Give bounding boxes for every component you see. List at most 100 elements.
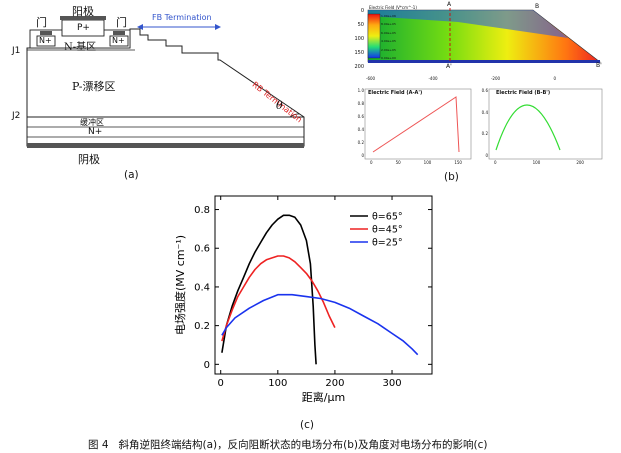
y-tick: 0	[485, 152, 488, 158]
x-tick-label: 100	[268, 378, 287, 389]
legend-value: 4.00e+05	[381, 39, 396, 44]
n-plus-right-region	[109, 35, 129, 47]
theta-arc	[289, 113, 301, 118]
legend-label-3: θ=25°	[372, 238, 403, 249]
y-tick-label: 0.8	[194, 205, 210, 216]
anode-label: 阳极	[72, 5, 94, 18]
fb-arrow-left-head	[137, 24, 143, 30]
fb-arrow-right-head	[215, 24, 221, 30]
sub-right-title: Electric Field (B-B')	[496, 90, 551, 96]
legend-value: 6.00e+05	[381, 30, 396, 35]
y-tick: 0	[361, 153, 364, 158]
plot-frame	[214, 195, 433, 375]
fb-termination-label: FB Termination	[152, 13, 212, 22]
y-tick: 0.6	[357, 114, 364, 119]
y-tick: 0.6	[481, 88, 488, 93]
y-tick: 100	[354, 36, 364, 42]
contour-legend-values: 1.00e+06 8.00e+05 6.00e+05 4.00e+05 2.00…	[381, 14, 405, 60]
panel-a: 门 阳极 门 P+ N+ N+ N-基区 P-漂移区 缓冲区 N+ 阴极 J1 …	[0, 0, 310, 185]
y-tick: 0.2	[481, 131, 488, 137]
panel-c: 0 100 200 300 0 0.2 0.4 0.6 0.8 距离/μm 电场强度(MV cm⁻¹…	[170, 192, 440, 428]
contour-bottom-layer	[368, 60, 600, 63]
legend-value: 0.00e+00	[381, 55, 396, 60]
point-b-prime-label: B'	[596, 62, 602, 69]
x-tick: 50	[395, 160, 401, 165]
gate-left-metal	[40, 31, 52, 35]
buffer-label: 缓冲区	[80, 118, 104, 127]
p-drift-label: P-漂移区	[72, 80, 116, 93]
y-tick: 150	[354, 50, 364, 56]
y-tick: 0.2	[357, 140, 364, 145]
y-tick: 0.4	[357, 127, 364, 132]
contour-low-field	[368, 10, 568, 38]
y-axis-label: 电场强度(MV cm⁻¹)	[173, 235, 187, 335]
sub-left-y-ticks: 1.0 0.8 0.6 0.4 0.2 0	[354, 88, 364, 158]
legend-value: 8.00e+05	[381, 22, 396, 27]
y-tick: 1.0	[357, 88, 364, 93]
n-plus-left-label: N+	[39, 36, 52, 45]
legend-value: 1.00e+06	[381, 14, 396, 18]
gate-left-label: 门	[36, 16, 47, 29]
anode-metal	[60, 16, 106, 20]
x-tick: 100	[532, 160, 541, 165]
y-tick-label: 0.6	[194, 244, 210, 255]
sub-right-x-ticks: 0 100 200	[494, 160, 584, 165]
point-a-label: A	[447, 1, 452, 8]
j2-label: J2	[12, 111, 21, 121]
x-tick: 150	[454, 160, 462, 165]
y-tick-label: 0.4	[194, 282, 210, 293]
y-tick: 200	[354, 64, 364, 70]
contour-y-ticks: 0 50 100 150 200	[350, 8, 364, 70]
x-tick: 0	[370, 160, 373, 165]
legend-value: 2.00e+05	[381, 47, 396, 52]
y-tick-label: 0	[204, 360, 210, 371]
series-line-2	[221, 255, 336, 342]
sub-right-y-ticks: 0.6 0.4 0.2 0	[478, 88, 488, 158]
y-tick: 0.8	[357, 101, 364, 106]
point-a-prime-label: A'	[446, 63, 452, 70]
x-tick: 0	[494, 160, 497, 165]
sub-left-curve	[372, 96, 460, 153]
n-plus-right-label: N+	[112, 36, 125, 45]
contour-x-ticks: -600 -400 -200 0	[366, 76, 556, 81]
sub-left-frame	[364, 88, 472, 160]
y-tick-label: 0.2	[194, 321, 210, 332]
y-tick: 50	[357, 22, 364, 28]
simulation-figure	[364, 8, 603, 160]
point-b-label: B	[535, 3, 540, 10]
x-axis-label: 距离/μm	[302, 390, 345, 404]
sub-right-curve	[495, 104, 561, 151]
panel-c-label: (c)	[300, 419, 314, 431]
n-base-label: N-基区	[64, 42, 97, 53]
x-tick-label: 0	[218, 378, 224, 389]
gate-right-metal	[113, 31, 125, 35]
x-tick: -600	[366, 76, 376, 81]
legend-label-1: θ=65°	[372, 212, 403, 223]
j1-label: J1	[12, 46, 21, 56]
legend-label-2: θ=45°	[372, 225, 403, 236]
n-plus-left-region	[36, 35, 56, 47]
cathode-metal	[27, 143, 304, 148]
x-tick: 200	[576, 160, 584, 165]
theta-label: θ	[276, 99, 283, 112]
x-tick: 100	[423, 160, 432, 165]
n-plus-bottom-label: N+	[88, 127, 103, 137]
panel-b-label: (b)	[444, 171, 459, 183]
panel-a-label: (a)	[124, 169, 139, 181]
figure-caption: 图 4 斜角逆阻终端结构(a)，反向阻断状态的电场分布(b)及角度对电场分布的影…	[88, 439, 488, 451]
x-tick-label: 200	[325, 378, 344, 389]
p-plus-label: P+	[77, 23, 90, 33]
device-cross-section	[26, 16, 305, 148]
contour-title: Electric Field (V*cm^-1)	[369, 5, 417, 10]
y-tick: 0	[360, 8, 364, 14]
sub-right-frame	[488, 88, 603, 160]
y-tick: 0.4	[481, 109, 488, 115]
x-tick-label: 300	[382, 378, 401, 389]
cathode-label: 阴极	[78, 153, 100, 166]
x-tick: 0	[553, 76, 556, 81]
series-line-3	[221, 293, 419, 356]
x-tick: -400	[428, 76, 438, 81]
angle-field-chart: 0 100 200 300 0 0.2 0.4 0.6 0.8 距离/μm 电场强度(MV cm⁻¹…	[173, 195, 433, 404]
gate-right-label: 门	[116, 16, 127, 29]
panel-b: Electric Field (V*cm^-1) A A' B B' 1.00e…	[338, 0, 621, 185]
